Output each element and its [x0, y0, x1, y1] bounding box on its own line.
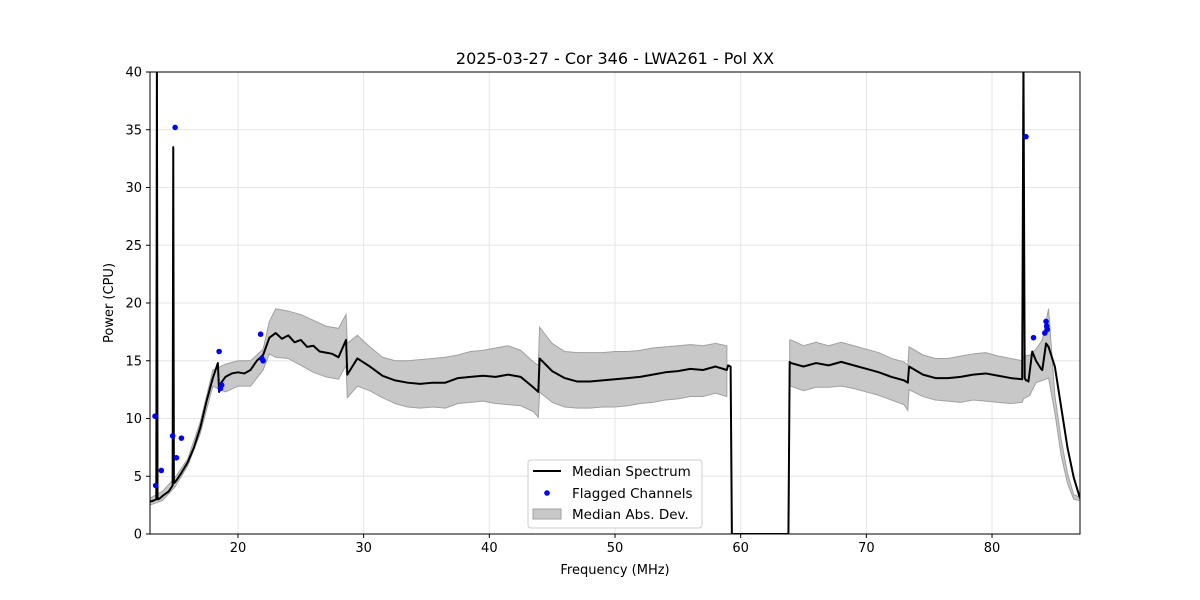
legend-median-label: Median Spectrum [572, 464, 691, 480]
x-tick-label: 60 [732, 541, 749, 556]
x-tick-label: 40 [481, 541, 498, 556]
median-line-layer [150, 72, 1080, 534]
legend-box [527, 459, 703, 529]
flagged-channel-point [1044, 326, 1051, 333]
mad-band-layer [150, 308, 1080, 506]
x-tick-label: 30 [355, 541, 372, 556]
flagged-channel-point [260, 357, 266, 364]
flagged-points-layer [152, 124, 1051, 489]
y-tick-label: 20 [125, 297, 142, 312]
flagged-channel-point [218, 382, 225, 388]
flagged-channel-point [216, 348, 222, 355]
flagged-channel-point [1030, 334, 1037, 341]
x-tick-label: 20 [230, 541, 247, 556]
flagged-channel-point [178, 435, 185, 441]
x-axis-label: Frequency (MHz) [560, 563, 669, 578]
y-tick-label: 35 [125, 123, 142, 138]
legend-mad-label: Median Abs. Dev. [572, 507, 689, 523]
legend-flagged-swatch [544, 490, 550, 496]
mad-band [789, 308, 1080, 502]
y-tick-label: 0 [134, 528, 142, 543]
flagged-channel-point [1043, 318, 1049, 325]
y-axis-label: Power (CPU) [102, 263, 117, 343]
y-tick-label: 5 [134, 470, 142, 485]
flagged-channel-point [152, 482, 159, 489]
flagged-channel-point [169, 433, 176, 439]
x-tick-label: 50 [607, 541, 624, 556]
axis-ticks: 20 30 40 50 60 70 80 0 5 10 15 20 25 30 35 40 [125, 66, 1000, 557]
legend-flagged-label: Flagged Channels [572, 486, 693, 502]
legend: Median Spectrum Flagged Channels Median … [527, 459, 703, 529]
y-tick-label: 10 [125, 412, 142, 427]
y-tick-label: 30 [125, 181, 142, 196]
x-tick-label: 70 [858, 541, 875, 556]
flagged-channel-point [1023, 133, 1029, 140]
legend-mad-swatch [532, 508, 562, 520]
median-spectrum-line [150, 72, 1080, 534]
flagged-channel-point [257, 331, 264, 337]
flagged-channel-point [173, 454, 180, 461]
x-tick-label: 80 [984, 541, 1001, 556]
flagged-channel-point [158, 467, 165, 474]
y-tick-label: 15 [125, 354, 142, 369]
mad-band [150, 308, 728, 506]
flagged-channel-point [172, 124, 178, 131]
flagged-channel-point [152, 413, 158, 419]
y-tick-label: 25 [125, 239, 142, 254]
y-tick-label: 40 [125, 66, 142, 81]
chart-title: 2025-03-27 - Cor 346 - LWA261 - Pol XX [456, 49, 774, 68]
